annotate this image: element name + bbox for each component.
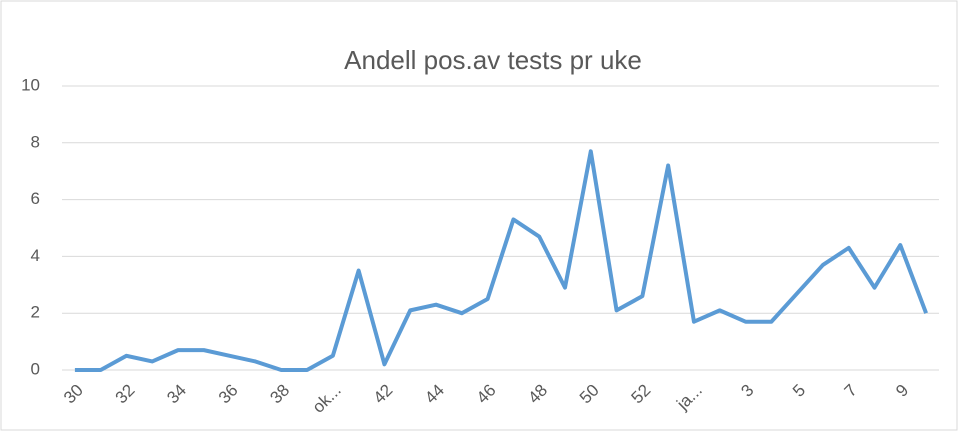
line-series <box>74 149 928 372</box>
y-tick-label: 4 <box>31 246 40 265</box>
y-tick-label: 8 <box>31 132 40 151</box>
chart-title: Andell pos.av tests pr uke <box>344 45 642 75</box>
y-tick-label: 10 <box>21 75 40 94</box>
y-tick-label: 6 <box>31 189 40 208</box>
y-tick-label: 0 <box>31 359 40 378</box>
y-tick-label: 2 <box>31 303 40 322</box>
